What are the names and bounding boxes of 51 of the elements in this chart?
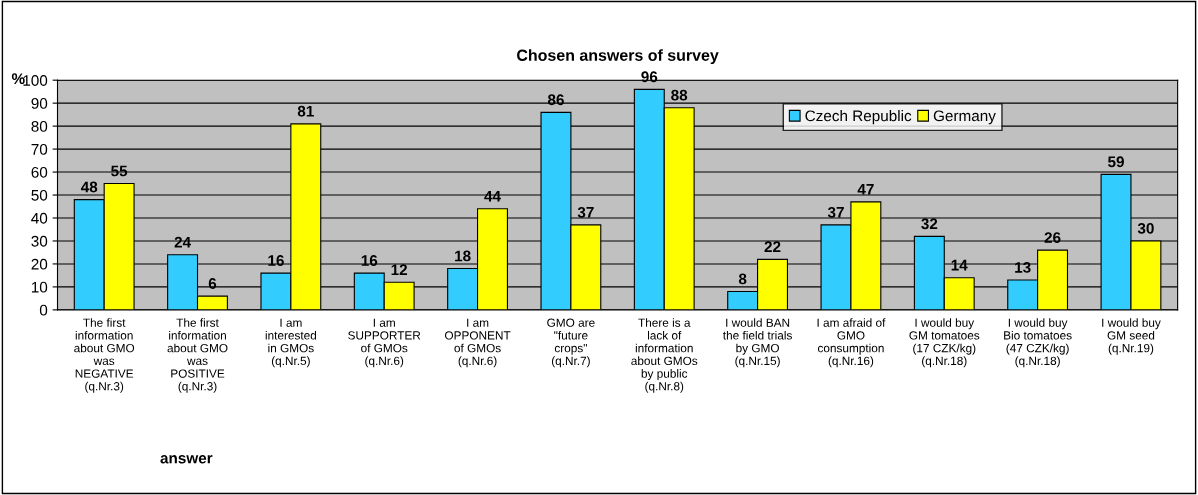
x-tick-label: I would buy Bio tomatoes (47 CZK/kg) (q.Nr.18): [1004, 318, 1072, 368]
x-tick-label: I am interested in GMOs (q.Nr.5): [265, 318, 317, 368]
x-tick-label: I am SUPPORTER of GMOs (q.Nr.6): [348, 318, 421, 368]
y-axis-title: %: [11, 73, 25, 85]
x-tick-label: The first information about GMO was NEGATIVE (q.Nr.3): [74, 318, 135, 393]
data-label: 55: [111, 165, 128, 177]
y-tick-label: 50: [31, 189, 48, 201]
data-label: 24: [174, 236, 191, 248]
data-label: 12: [391, 264, 408, 275]
y-tick-label: 0: [39, 304, 48, 316]
y-tick-label: 100: [23, 75, 48, 86]
x-tick-label: GMO are "future crops" (q.Nr.7): [547, 318, 595, 368]
data-label: 59: [1108, 156, 1124, 168]
legend-label: Czech Republic: [805, 110, 912, 125]
x-tick-label: The first information about GMO was POSITIVE (q.Nr.3): [167, 318, 228, 393]
x-axis-title: answer: [160, 455, 213, 464]
y-tick-label: 30: [31, 235, 48, 247]
data-label: 14: [951, 259, 968, 271]
data-label: 8: [738, 273, 747, 285]
y-tick-label: 70: [31, 143, 48, 155]
x-tick-label: I would buy GM seed (q.Nr.19): [1102, 318, 1161, 355]
data-label: 16: [268, 255, 284, 266]
data-label: 26: [1044, 232, 1061, 243]
data-label: 48: [80, 181, 98, 193]
data-label: 22: [764, 241, 781, 252]
chart-title: Chosen answers of survey: [517, 49, 719, 65]
data-label: 32: [921, 218, 938, 230]
data-label: 18: [455, 250, 471, 262]
y-tick-label: 80: [31, 120, 48, 132]
data-label: 44: [484, 190, 501, 202]
data-label: 96: [641, 71, 658, 83]
data-label: 37: [827, 206, 844, 218]
y-tick-label: 40: [31, 212, 48, 224]
x-tick-label: I would BAN the field trials by GMO (q.Nr.15): [722, 318, 792, 368]
y-tick-label: 90: [31, 98, 48, 109]
data-label: 88: [671, 89, 688, 101]
y-tick-label: 10: [31, 281, 48, 293]
x-tick-label: There is a lack of information about GMOs by public (q.Nr.8): [631, 318, 698, 393]
data-label: 81: [297, 105, 314, 117]
y-tick-label: 20: [31, 258, 48, 270]
x-tick-label: I am OPPONENT of GMOs (q.Nr.6): [444, 318, 511, 368]
data-label: 86: [547, 94, 564, 106]
x-tick-label: I am afraid of GMO consumption (q.Nr.16): [817, 318, 886, 368]
data-label: 13: [1015, 262, 1031, 273]
data-label: 37: [577, 206, 594, 218]
y-tick-label: 60: [31, 166, 48, 178]
legend-label: Germany: [933, 110, 996, 125]
x-tick-label: I would buy GM tomatoes (17 CZK/kg) (q.Nr.18): [909, 318, 980, 368]
data-label: 47: [857, 184, 874, 195]
data-label: 16: [361, 255, 378, 266]
data-label: 30: [1137, 222, 1154, 234]
